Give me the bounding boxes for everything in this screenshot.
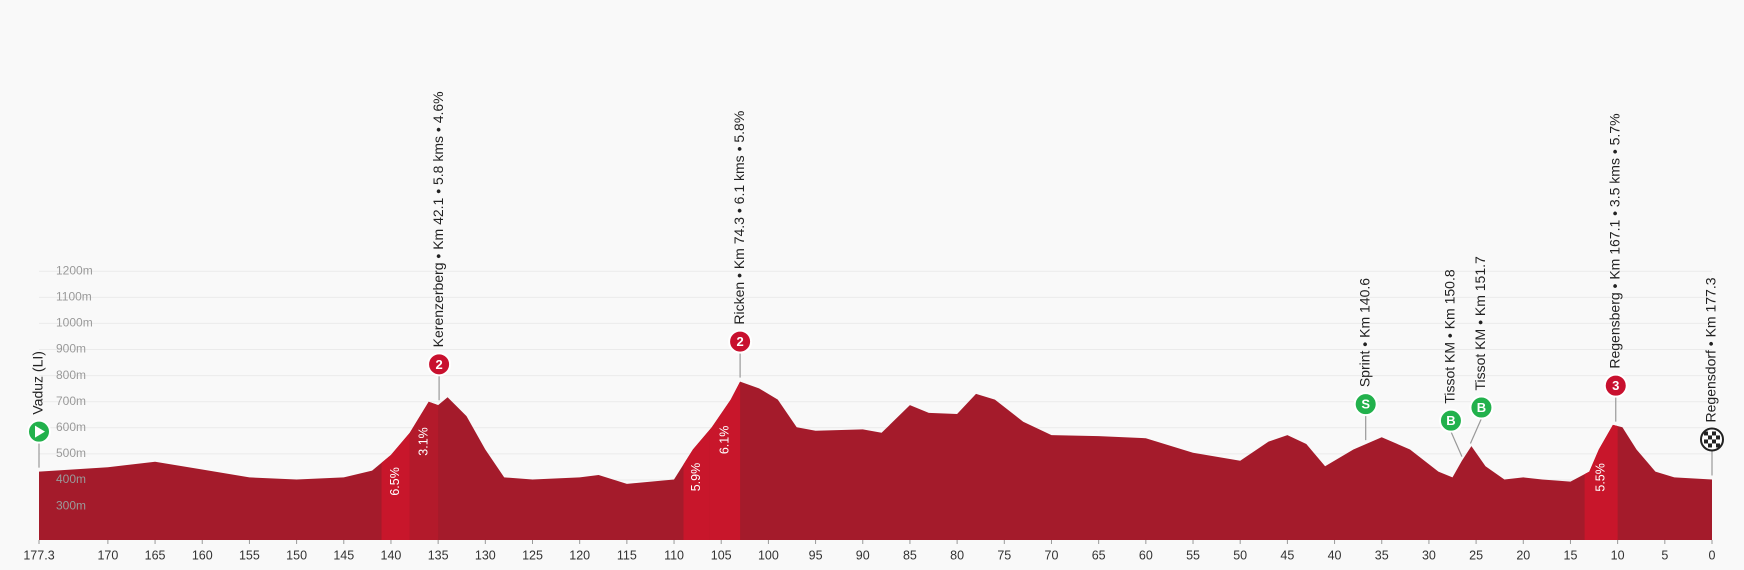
- checker: [1704, 431, 1720, 448]
- checker-cell: [1704, 431, 1708, 436]
- annotation-icon-label: B: [1477, 400, 1486, 415]
- checker-cell: [1708, 443, 1712, 448]
- annotation-label: Sprint • Km 140.6: [1356, 278, 1372, 387]
- x-tick-label: 170: [97, 548, 118, 562]
- checker-cell: [1704, 439, 1708, 444]
- y-tick-label: 700m: [56, 394, 86, 408]
- x-tick-label: 90: [856, 548, 870, 562]
- annotation-icon: [1438, 408, 1463, 433]
- annotation-label: Regensberg • Km 167.1 • 3.5 kms • 5.7%: [1606, 113, 1622, 368]
- x-tick-label: 165: [145, 548, 166, 562]
- x-tick-label: 10: [1611, 548, 1625, 562]
- climb-gradient-label: 6.1%: [717, 426, 731, 455]
- annotation-icon: [1469, 395, 1494, 420]
- x-tick-label: 50: [1233, 548, 1247, 562]
- x-tick-label: 30: [1422, 548, 1436, 562]
- x-tick-label: 140: [381, 548, 402, 562]
- y-tick-label: 1200m: [56, 263, 93, 277]
- annotation-label: Ricken • Km 74.3 • 6.1 kms • 5.8%: [731, 111, 747, 325]
- checker-cell: [1708, 435, 1712, 440]
- annotation-icon-label: 2: [435, 357, 442, 372]
- x-tick-label: 75: [997, 548, 1011, 562]
- x-tick-label: 145: [333, 548, 354, 562]
- checker-cell: [1716, 443, 1720, 448]
- y-tick-label: 400m: [56, 472, 86, 486]
- y-tick-label: 600m: [56, 420, 86, 434]
- checker-cell: [1712, 431, 1716, 436]
- climb-gradient-label: 5.5%: [1593, 463, 1607, 492]
- annotation-icon: [1603, 373, 1628, 398]
- annotation-icon: [427, 352, 452, 377]
- checker-cell: [1712, 439, 1716, 444]
- climb-gradient-label: 5.9%: [689, 463, 703, 492]
- x-tick-label: 85: [903, 548, 917, 562]
- y-tick-label: 1000m: [56, 316, 93, 330]
- annotation-icon-label: S: [1361, 397, 1370, 412]
- y-tick-label: 300m: [56, 498, 86, 512]
- annotation-leader: [1450, 431, 1463, 457]
- annotation-label: Vaduz (LI): [30, 351, 46, 415]
- annotation-icon: [1353, 392, 1378, 417]
- x-tick-label: 35: [1375, 548, 1389, 562]
- x-tick-label: 115: [617, 548, 637, 562]
- annotation-icon-label: 3: [1612, 378, 1619, 393]
- x-tick-label: 65: [1092, 548, 1106, 562]
- x-tick-label: 20: [1516, 548, 1530, 562]
- x-tick-label: 130: [475, 548, 496, 562]
- x-tick-label: 45: [1280, 548, 1294, 562]
- climb-gradient-label: 3.1%: [416, 427, 430, 456]
- y-tick-label: 1100m: [56, 290, 92, 304]
- x-tick-label: 135: [428, 548, 449, 562]
- elevation-area: [39, 381, 1712, 540]
- annotation-label: Tissot KM • Km 150.8: [1442, 269, 1458, 404]
- climb-segment: [683, 381, 710, 540]
- annotation-icon: [728, 329, 753, 354]
- x-tick-label: 5: [1661, 548, 1668, 562]
- x-tick-label: 95: [809, 548, 823, 562]
- annotation-label: Regensdorf • Km 177.3: [1703, 277, 1719, 422]
- x-tick-label: 55: [1186, 548, 1200, 562]
- x-tick-label: 100: [758, 548, 779, 562]
- x-tick-label: 40: [1328, 548, 1342, 562]
- start-icon: [35, 425, 45, 438]
- x-tick-label: 60: [1139, 548, 1153, 562]
- y-tick-label: 500m: [56, 446, 86, 460]
- annotation-icon-label: B: [1446, 413, 1455, 428]
- x-tick-label: 80: [950, 548, 964, 562]
- climb-segment: [381, 381, 410, 540]
- annotation-label: Tissot KM • Km 151.7: [1472, 256, 1488, 391]
- x-tick-label: 150: [286, 548, 307, 562]
- x-tick-label: 177.3: [23, 548, 54, 562]
- x-tick-label: 160: [192, 548, 213, 562]
- x-tick-label: 105: [711, 548, 732, 562]
- x-tick-label: 25: [1469, 548, 1483, 562]
- y-tick-label: 900m: [56, 342, 86, 356]
- x-tick-label: 120: [569, 548, 590, 562]
- x-tick-label: 155: [239, 548, 260, 562]
- annotation-label: Kerenzerberg • Km 42.1 • 5.8 kms • 4.6%: [430, 91, 446, 347]
- annotation-leader: [1469, 418, 1482, 444]
- checker-cell: [1716, 435, 1720, 440]
- x-tick-label: 125: [522, 548, 543, 562]
- x-tick-label: 15: [1564, 548, 1578, 562]
- x-tick-label: 70: [1045, 548, 1059, 562]
- climb-gradient-label: 6.5%: [388, 467, 402, 496]
- x-tick-label: 110: [664, 548, 684, 562]
- y-tick-label: 800m: [56, 368, 86, 382]
- x-tick-label: 0: [1709, 548, 1716, 562]
- annotation-icon-label: 2: [736, 334, 743, 349]
